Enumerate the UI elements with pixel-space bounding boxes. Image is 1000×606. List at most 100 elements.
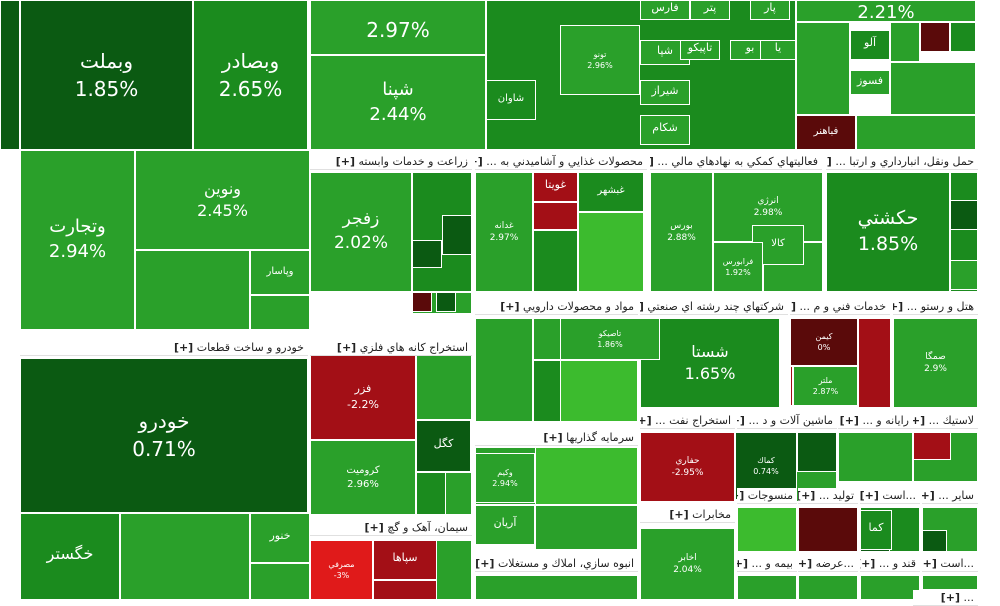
stock-tile[interactable]: شستا 1.65%: [640, 318, 780, 408]
sector-header[interactable]: لاستيك ... [+]: [913, 413, 978, 429]
stock-tile[interactable]: تاپيكو: [680, 40, 720, 60]
stock-tile[interactable]: فباهنر: [796, 115, 856, 150]
stock-tile[interactable]: ملتر 2.87%: [793, 366, 858, 406]
stock-tile[interactable]: صمگا 2.9%: [893, 318, 978, 408]
sector-header[interactable]: بيمه و ... [+]: [737, 556, 797, 572]
sector-header[interactable]: مواد و محصولات دارويي [+]: [475, 299, 638, 315]
sector-header[interactable]: انبوه سازي، املاك و مستغلات [+]: [475, 556, 638, 572]
expand-button[interactable]: [+]: [940, 591, 960, 604]
sector-header[interactable]: خدمات فني و م ... [+]: [790, 299, 890, 315]
stock-tile[interactable]: خگستر: [20, 513, 120, 600]
stock-tile[interactable]: ونوين 2.45%: [135, 150, 310, 250]
sector-header[interactable]: ساير ... [+]: [922, 488, 978, 504]
expand-button[interactable]: [+]: [790, 300, 796, 313]
stock-tile[interactable]: شيراز: [640, 80, 690, 105]
sector-header[interactable]: استخراج نفت ... [+]: [640, 413, 735, 429]
stock-tile[interactable]: خودرو 0.71%: [20, 358, 308, 513]
sector-header[interactable]: شركتهاي چند رشته اي صنعتي [+]: [640, 299, 788, 315]
stock-tile[interactable]: [0, 0, 20, 150]
expand-button[interactable]: [+]: [798, 557, 813, 570]
stock-tile[interactable]: فسوز: [850, 70, 890, 95]
sector-header[interactable]: زراعت و خدمات وابسته [+]: [310, 154, 472, 170]
sector-header[interactable]: سيمان، آهک و گچ [+]: [310, 520, 472, 536]
expand-button[interactable]: [+]: [475, 557, 495, 570]
expand-button[interactable]: [+]: [640, 414, 652, 427]
sector-header[interactable]: حمل ونقل، انبارداري و ارتبا ... [+]: [826, 154, 978, 170]
stock-tile[interactable]: وكيم 2.94%: [475, 453, 535, 503]
expand-button[interactable]: [+]: [364, 521, 384, 534]
expand-button[interactable]: [+]: [669, 508, 689, 521]
stock-tile[interactable]: شكام: [640, 115, 690, 145]
stock-tile[interactable]: فرابورس 1.92%: [713, 242, 763, 292]
stock-tile[interactable]: تونو 2.96%: [560, 25, 640, 95]
stock-tile[interactable]: وبصادر 2.65%: [193, 0, 308, 150]
sector-header[interactable]: توليد ... [+]: [798, 488, 858, 504]
stock-tile[interactable]: وبملت 1.85%: [20, 0, 193, 150]
expand-button[interactable]: [+]: [336, 341, 357, 354]
sector-header[interactable]: ...است [+]: [860, 488, 920, 504]
expand-button[interactable]: [+]: [543, 431, 563, 444]
expand-button[interactable]: [+]: [737, 557, 749, 570]
stock-tile[interactable]: اخابر 2.04%: [640, 528, 735, 600]
expand-button[interactable]: [+]: [500, 300, 520, 313]
expand-button[interactable]: [+]: [922, 557, 937, 570]
expand-button[interactable]: [+]: [913, 414, 926, 427]
stock-tile[interactable]: غدانه 2.97%: [475, 172, 533, 292]
stock-tile[interactable]: سپاها: [373, 540, 437, 580]
expand-button[interactable]: [+]: [737, 414, 745, 427]
sector-header[interactable]: هتل و رستو ... [+]: [893, 299, 978, 315]
stock-tile[interactable]: حكشتي 1.85%: [826, 172, 950, 292]
stock-tile[interactable]: آريان: [475, 505, 535, 545]
stock-tile[interactable]: شاوان: [486, 80, 536, 120]
sector-header[interactable]: ...عرضه [+]: [798, 556, 858, 572]
expand-button[interactable]: [+]: [737, 489, 745, 502]
sector-header[interactable]: ... [+]: [913, 590, 978, 606]
expand-button[interactable]: [+]: [860, 557, 876, 570]
sector-header[interactable]: قند و ... [+]: [860, 556, 920, 572]
stock-tile[interactable]: مصرفي -3%: [310, 540, 373, 600]
expand-button[interactable]: [+]: [860, 489, 879, 502]
sector-header[interactable]: سرمايه گذاريها [+]: [475, 430, 638, 446]
stock-tile[interactable]: خنور: [250, 513, 310, 563]
stock-tile[interactable]: تاصيكو 1.86%: [560, 318, 660, 360]
stock-tile[interactable]: فزر -2.2%: [310, 355, 416, 440]
stock-tile[interactable]: يا: [760, 40, 796, 60]
stock-tile[interactable]: كگل: [416, 420, 471, 472]
stock-tile[interactable]: غبشهر: [578, 172, 644, 212]
stock-tile[interactable]: كيمن 0%: [790, 318, 858, 366]
expand-button[interactable]: [+]: [826, 155, 832, 168]
expand-button[interactable]: [+]: [893, 300, 904, 313]
sector-header[interactable]: استخراج كانه هاي فلزي [+]: [310, 340, 472, 356]
sector-header[interactable]: رايانه و ... [+]: [838, 413, 913, 429]
stock-tile[interactable]: آلو: [850, 30, 890, 60]
stock-tile[interactable]: فارس: [640, 0, 690, 20]
sector-header[interactable]: ماشين آلات و د ... [+]: [737, 413, 837, 429]
sector-header[interactable]: مخابرات [+]: [640, 507, 735, 523]
expand-button[interactable]: [+]: [922, 489, 935, 502]
stock-tile[interactable]: كما: [860, 510, 892, 550]
sector-header[interactable]: خودرو و ساخت قطعات [+]: [20, 340, 308, 356]
expand-button[interactable]: [+]: [798, 489, 816, 502]
stock-tile[interactable]: كرومیت 2.96%: [310, 440, 416, 515]
expand-button[interactable]: [+]: [173, 341, 194, 354]
stock-tile[interactable]: 2.97%: [310, 0, 486, 55]
stock-tile[interactable]: 2.21%: [796, 0, 976, 22]
expand-button[interactable]: [+]: [650, 155, 654, 168]
stock-tile[interactable]: شپنا 2.44%: [310, 55, 486, 150]
stock-tile[interactable]: پتر: [690, 0, 730, 20]
expand-button[interactable]: [+]: [839, 414, 859, 427]
stock-tile[interactable]: پار: [750, 0, 790, 20]
sector-header[interactable]: محصولات غذايي و آشاميدني به ... [+]: [475, 154, 647, 170]
stock-tile[interactable]: وتجارت 2.94%: [20, 150, 135, 330]
sector-header[interactable]: منسوجات [+]: [737, 488, 797, 504]
expand-button[interactable]: [+]: [640, 300, 644, 313]
expand-button[interactable]: [+]: [475, 155, 483, 168]
stock-tile[interactable]: غويتا: [533, 172, 578, 202]
stock-tile[interactable]: حفاري -2.95%: [640, 432, 735, 502]
sector-header[interactable]: ...است [+]: [922, 556, 978, 572]
stock-tile[interactable]: بورس 2.88%: [650, 172, 713, 292]
expand-button[interactable]: [+]: [335, 155, 356, 168]
stock-tile[interactable]: زفجر 2.02%: [310, 172, 412, 292]
stock-tile[interactable]: وپاسار: [250, 250, 310, 295]
sector-header[interactable]: فعاليتهاي كمكي به نهادهاي مالي ... [+]: [650, 154, 822, 170]
